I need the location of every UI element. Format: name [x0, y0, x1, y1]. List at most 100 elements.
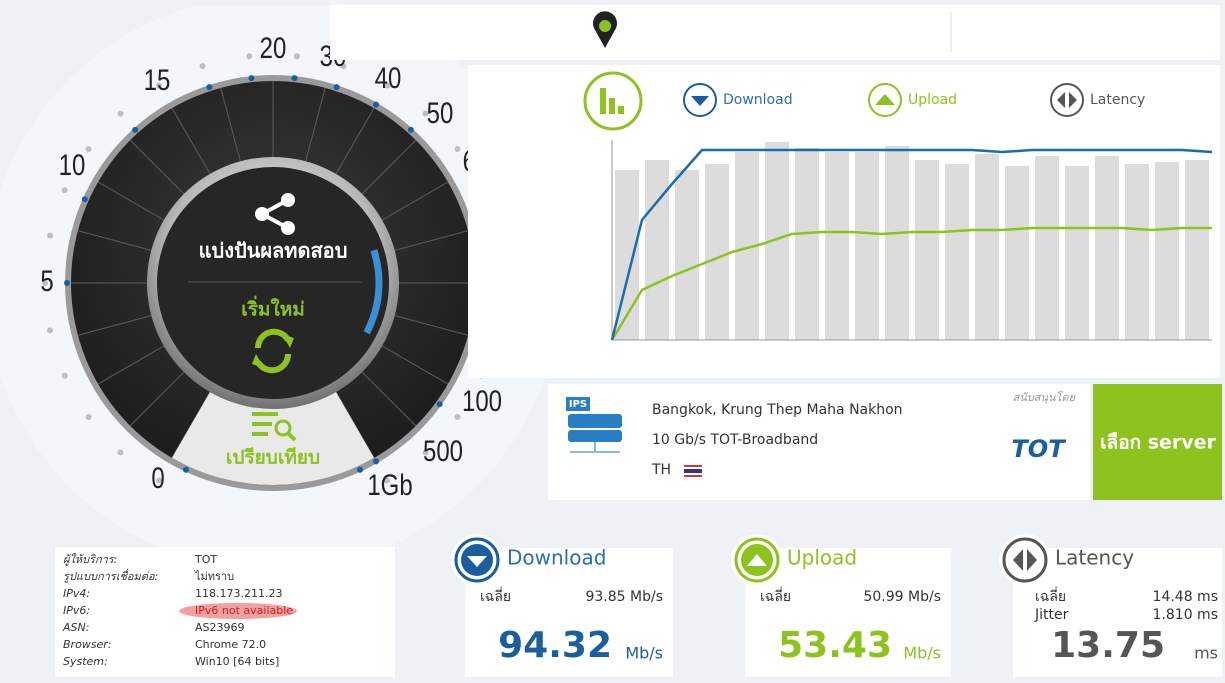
gauge-segment — [97, 181, 168, 223]
gauge-progress — [363, 249, 383, 335]
compare-button[interactable]: เปรียบเทียบ — [226, 447, 320, 469]
compare-icon — [252, 412, 278, 416]
gauge-tick — [436, 401, 443, 408]
server-icon — [568, 414, 622, 428]
gauge-label: 1Gb — [367, 467, 412, 501]
gauge-dot — [454, 145, 461, 152]
gauge-segment — [378, 343, 449, 385]
server-panel — [548, 384, 1090, 500]
gauge-segment — [171, 107, 213, 178]
graph-bar — [915, 160, 939, 340]
top-bar — [330, 5, 1220, 60]
info-key: System: — [63, 655, 108, 668]
server-icon — [568, 430, 622, 442]
result-title: Latency — [1055, 546, 1134, 570]
select-server-button[interactable] — [1093, 384, 1222, 500]
result-title: Download — [507, 546, 606, 570]
info-value: ไม่ทราบ — [194, 570, 234, 583]
gauge-tick — [64, 280, 70, 286]
gauge-segment — [77, 313, 156, 336]
result-unit: Mb/s — [903, 644, 941, 663]
refresh-icon — [252, 334, 294, 368]
gauge-segment — [390, 313, 469, 336]
graph-bar — [1005, 166, 1029, 340]
share-icon — [261, 198, 289, 230]
gauge-tick — [407, 126, 414, 133]
graph-bar — [675, 170, 699, 340]
info-key: IPv4: — [63, 587, 90, 600]
graph-bar — [645, 160, 669, 340]
gauge-dot — [199, 63, 206, 70]
gauge-tick — [81, 196, 88, 203]
info-value: AS23969 — [195, 621, 245, 634]
gauge-tick — [373, 458, 379, 465]
gauge-tick — [333, 84, 340, 91]
gauge-label: 20 — [260, 30, 287, 64]
gauge-dot — [61, 372, 68, 379]
info-value: TOT — [194, 553, 217, 566]
info-value: Win10 [64 bits] — [195, 655, 279, 668]
gauge-tick — [291, 75, 298, 82]
gauge-segment — [129, 139, 188, 198]
gauge-backdrop-top — [0, 0, 330, 5]
share-button[interactable]: แบ่งปันผลทดสอบ — [199, 239, 348, 263]
gauge-segment — [303, 87, 326, 166]
gauge-segment — [378, 181, 449, 223]
info-key: Browser: — [63, 638, 112, 651]
graph-bar — [1095, 156, 1119, 340]
compare-icon — [252, 422, 272, 426]
sponsor-logo: TOT — [1011, 435, 1066, 463]
gauge-tick — [132, 126, 139, 133]
restart-button[interactable]: เริ่มใหม่ — [241, 296, 305, 321]
gauge-dot — [422, 449, 429, 456]
avg-value: 14.48 ms — [1153, 589, 1218, 605]
gauge-dot — [85, 145, 92, 152]
legend-icon — [691, 96, 709, 106]
legend-label: Upload — [908, 92, 957, 108]
gauge-label: 15 — [144, 62, 171, 96]
gauge-dot — [384, 477, 390, 484]
avg-label: เฉลี่ย — [760, 587, 791, 605]
gauge-tick — [206, 84, 213, 91]
gauge-segment — [220, 87, 243, 166]
select-server-label[interactable]: เลือก server — [1100, 432, 1217, 454]
info-key: ผู้ให้บริการ: — [63, 553, 117, 566]
gauge-label: 500 — [423, 433, 463, 467]
avg-value: 93.85 Mb/s — [585, 589, 663, 605]
graph-bar — [1155, 162, 1179, 340]
graph-bar — [975, 154, 999, 340]
gauge-tick — [248, 75, 255, 82]
gauge-dot — [293, 53, 300, 60]
graph-line-upload — [610, 226, 1212, 341]
gauge-segment — [358, 139, 417, 198]
graph-bar — [855, 152, 879, 340]
legend-icon — [1057, 92, 1077, 108]
gauge-label: 0 — [151, 460, 164, 494]
flag — [684, 469, 702, 473]
graph-icon — [609, 98, 615, 114]
label: TH — [651, 462, 671, 478]
gauge-segment — [358, 368, 417, 427]
gauge-segment — [390, 230, 469, 253]
server-icon — [566, 397, 590, 411]
graph-bar — [885, 146, 909, 340]
graph-bar — [1125, 164, 1149, 340]
gauge-tick — [182, 466, 189, 473]
result-value: 94.32 — [498, 625, 612, 666]
gauge-dot — [46, 327, 53, 334]
label: Bangkok, Krung Thep Maha Nakhon — [652, 402, 903, 418]
info-value: 118.173.211.23 — [195, 587, 282, 600]
server-badge: IPS — [569, 399, 587, 410]
gauge-label: 40 — [375, 60, 402, 94]
location-pin — [599, 20, 611, 32]
gauge-dot — [117, 449, 124, 456]
legend-icon — [1050, 83, 1084, 117]
gauge-dot — [46, 232, 53, 239]
info-value: IPv6 not available — [195, 604, 293, 617]
info-key: IPv6: — [63, 604, 90, 617]
result-icon — [747, 554, 767, 566]
gauge-dot — [42, 280, 48, 286]
gauge-dot — [117, 110, 124, 117]
info-value: Chrome 72.0 — [195, 638, 266, 651]
